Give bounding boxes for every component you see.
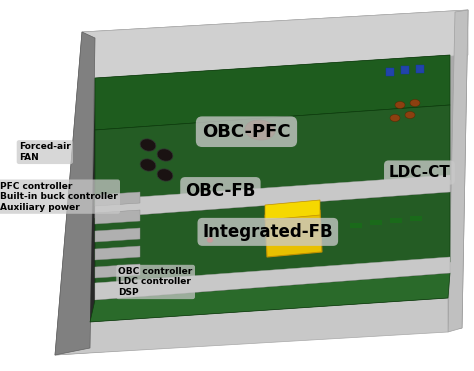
Ellipse shape: [395, 102, 405, 108]
Polygon shape: [95, 257, 450, 300]
Bar: [386, 68, 394, 76]
Polygon shape: [95, 210, 140, 224]
Polygon shape: [55, 32, 95, 355]
Text: Forced-air
FAN: Forced-air FAN: [19, 142, 71, 162]
Polygon shape: [95, 55, 450, 130]
Ellipse shape: [140, 139, 156, 151]
Polygon shape: [265, 210, 322, 257]
Ellipse shape: [405, 112, 415, 118]
Ellipse shape: [390, 115, 400, 121]
Polygon shape: [95, 264, 140, 278]
Bar: [350, 223, 362, 228]
Polygon shape: [90, 273, 450, 322]
Polygon shape: [95, 192, 450, 288]
Ellipse shape: [157, 149, 173, 161]
Ellipse shape: [410, 99, 420, 106]
Polygon shape: [95, 228, 140, 242]
Text: Integrated-FB: Integrated-FB: [202, 223, 333, 241]
Ellipse shape: [140, 159, 156, 171]
Ellipse shape: [207, 237, 213, 243]
Ellipse shape: [245, 120, 275, 140]
Bar: [401, 66, 409, 74]
Polygon shape: [95, 175, 450, 218]
Text: LDC-CT: LDC-CT: [389, 165, 450, 180]
Text: OBC-FB: OBC-FB: [185, 182, 255, 200]
Polygon shape: [82, 10, 468, 80]
Text: PFC controller
Built-in buck controller
Auxiliary power: PFC controller Built-in buck controller …: [0, 182, 118, 211]
Polygon shape: [448, 10, 468, 332]
Text: OBC-PFC: OBC-PFC: [202, 123, 291, 141]
Polygon shape: [55, 298, 448, 355]
Ellipse shape: [157, 169, 173, 181]
Bar: [416, 65, 424, 73]
Polygon shape: [55, 10, 468, 355]
Polygon shape: [95, 246, 140, 260]
Bar: [390, 218, 402, 223]
Bar: [370, 220, 382, 225]
Text: OBC controller
LDC controller
DSP: OBC controller LDC controller DSP: [118, 267, 193, 297]
Polygon shape: [90, 55, 450, 322]
Polygon shape: [95, 192, 140, 206]
Polygon shape: [95, 105, 450, 205]
Bar: [410, 216, 422, 221]
Polygon shape: [265, 200, 320, 220]
